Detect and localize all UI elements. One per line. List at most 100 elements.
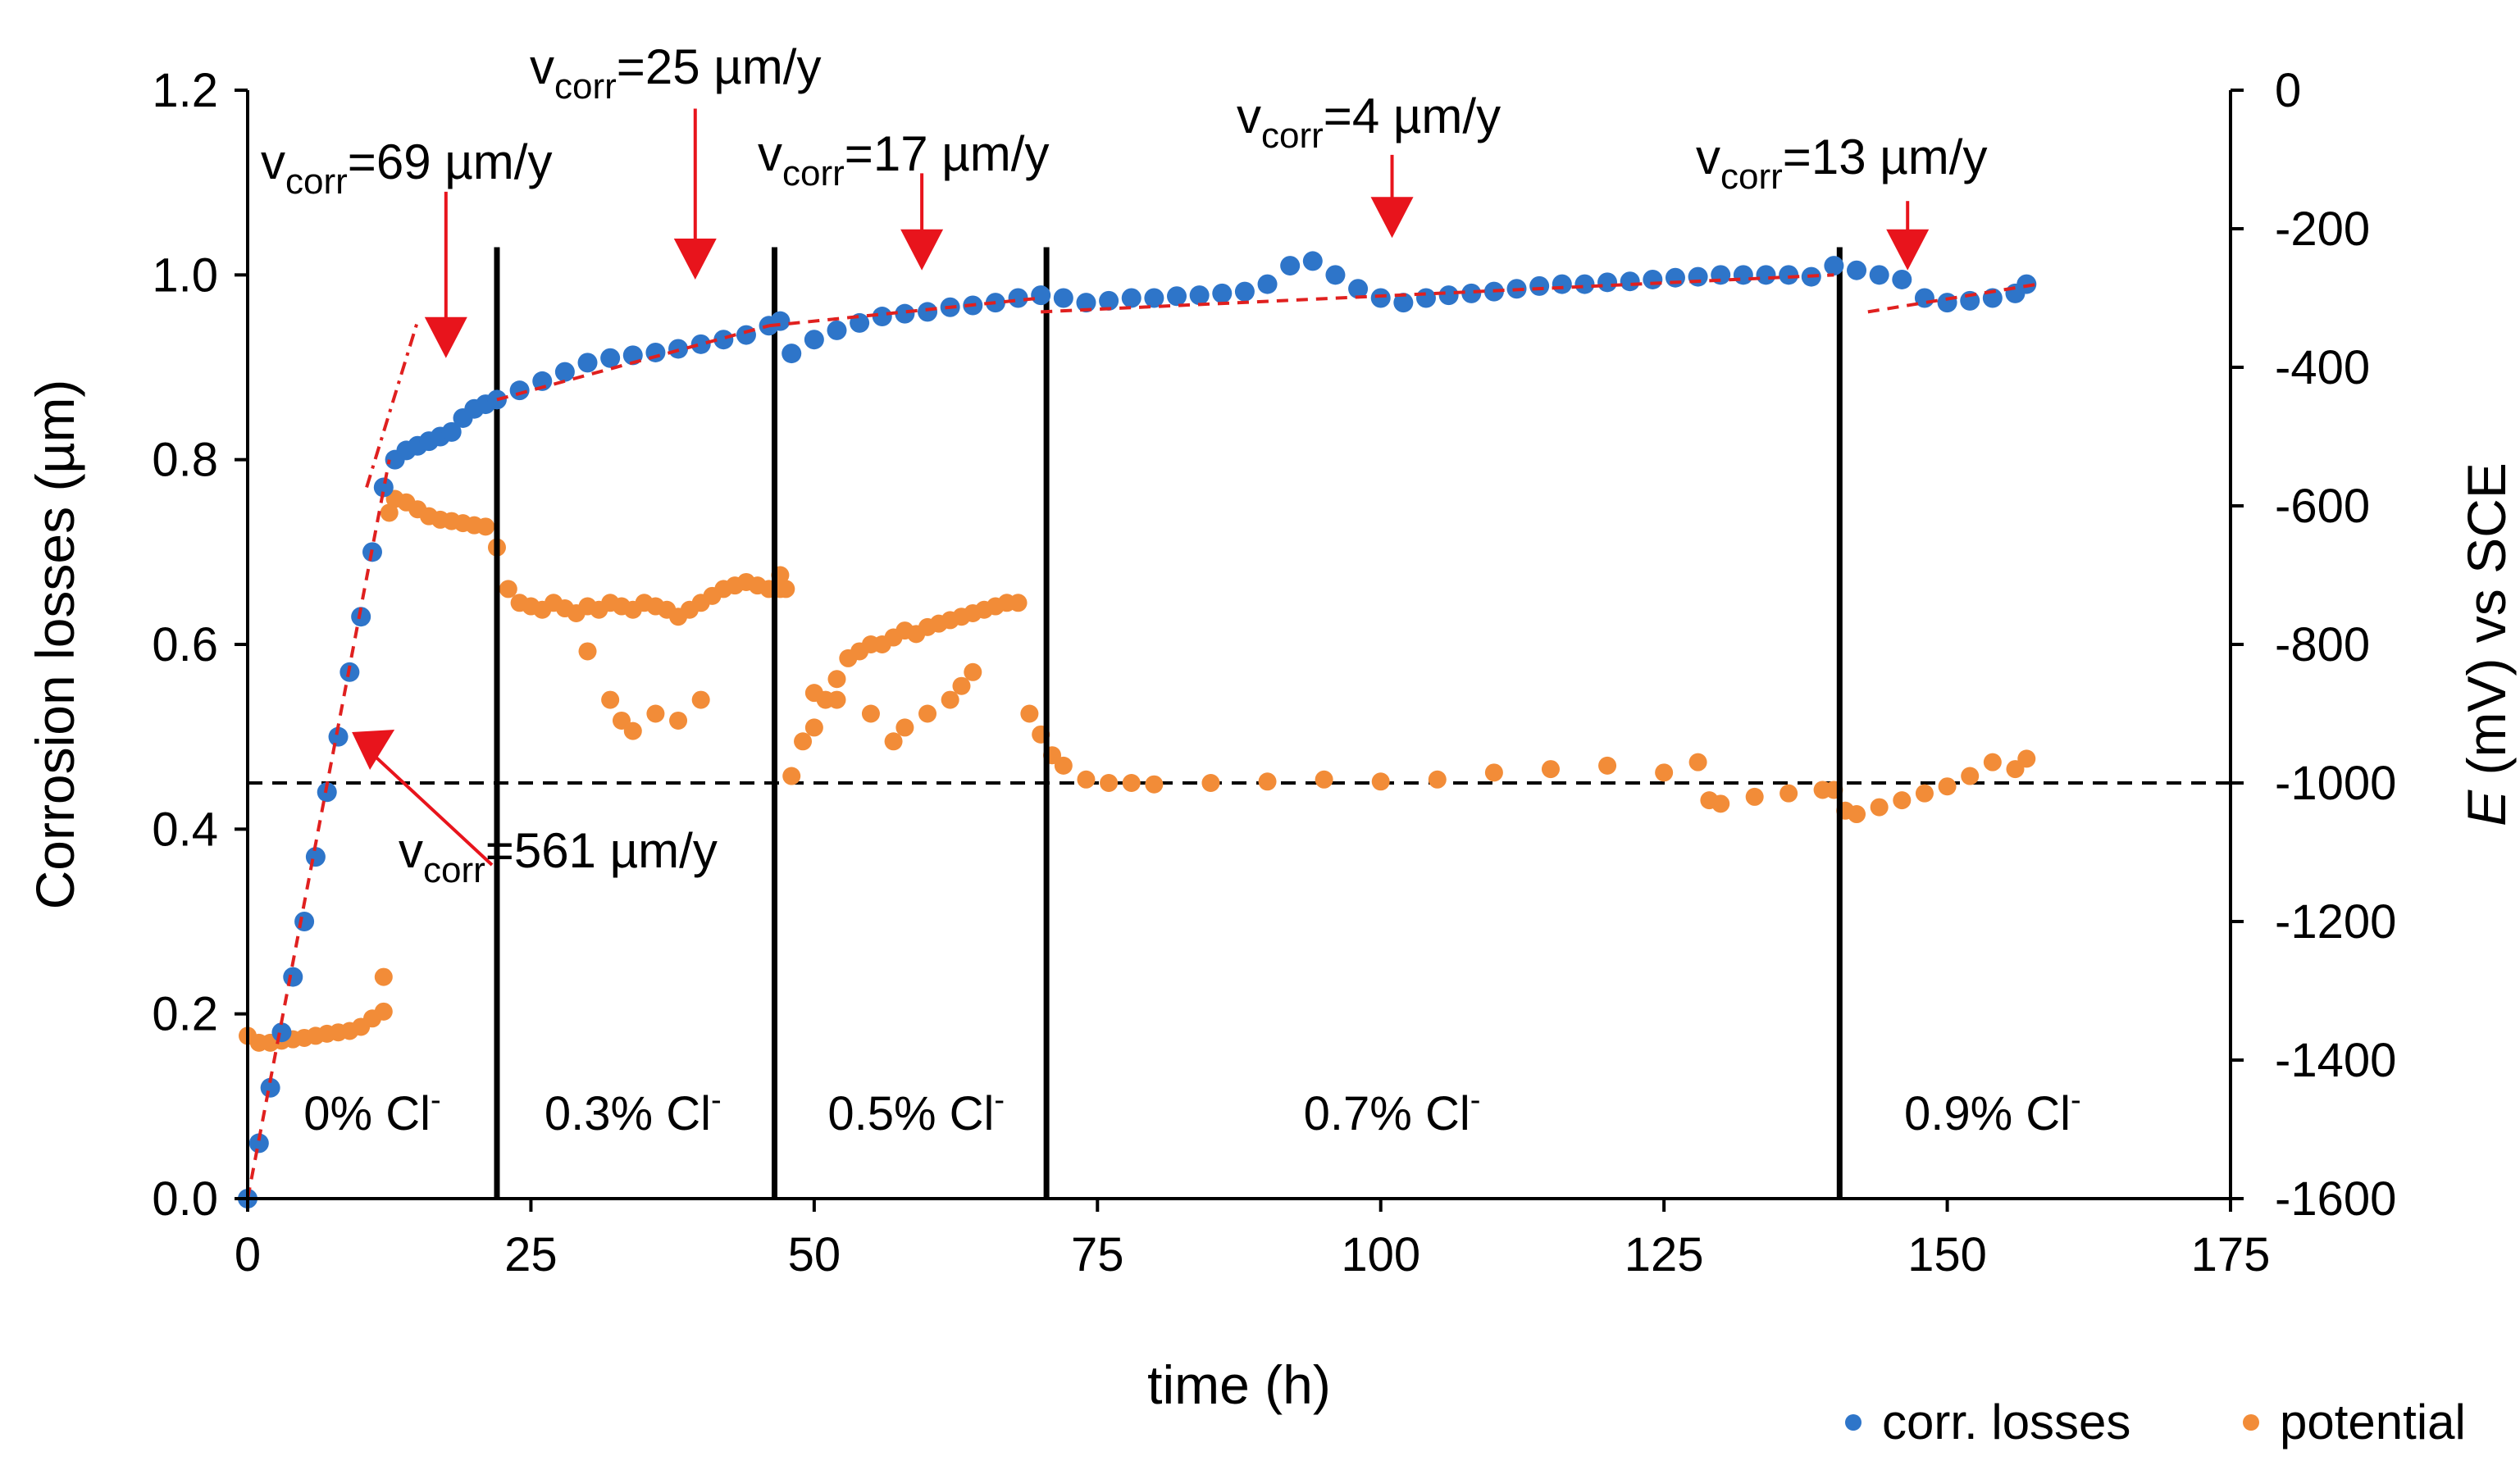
region-label: 0.7% Cl- [1304, 1083, 1481, 1140]
y-tick-label: 1.0 [152, 248, 218, 302]
rate-arrow-head [673, 238, 717, 280]
potential-point [1258, 772, 1277, 791]
fit-line [1867, 282, 2039, 314]
rate-annotation-subscript: corr [782, 153, 845, 193]
potential-point [1779, 784, 1798, 803]
potential-point [1893, 791, 1912, 810]
fit-line [246, 459, 391, 1199]
potential-point [1315, 770, 1333, 789]
potential-point [1915, 784, 1934, 803]
potential-point [476, 517, 495, 536]
losses-point [1643, 269, 1663, 289]
losses-point [1031, 285, 1051, 306]
potential-point [623, 721, 642, 740]
y2-axis-title-text: (mV) vs SCE [2456, 462, 2517, 790]
losses-point [1892, 269, 1912, 289]
potential-point [1122, 774, 1141, 792]
losses-point [1574, 274, 1595, 294]
losses-point [1688, 266, 1708, 287]
potential-point [1745, 787, 1764, 806]
potential-point [374, 1002, 393, 1021]
potential-point [374, 967, 393, 986]
y-tick-label: 0.4 [152, 803, 218, 856]
region-label: 0.3% Cl- [545, 1083, 722, 1140]
y2-tick-label: -1600 [2275, 1172, 2396, 1226]
region-label-text: 0% Cl [303, 1087, 431, 1140]
losses-point [918, 302, 938, 322]
rate-annotation-symbol: v [1237, 89, 1261, 143]
losses-point [1597, 272, 1618, 293]
y2-axis-title-symbol: E [2456, 790, 2517, 826]
y2-tick-label: -1000 [2275, 757, 2396, 810]
x-tick-label: 100 [1341, 1228, 1420, 1281]
fit-line [1041, 273, 1834, 314]
x-tick-label: 75 [1071, 1228, 1124, 1281]
losses-point [1099, 290, 1119, 311]
region-label-text: 0.9% Cl [1904, 1087, 2071, 1140]
losses-point [1144, 288, 1164, 308]
rate-arrow-head [424, 316, 467, 358]
losses-point [1393, 293, 1414, 313]
rate-annotation: vcorr=17 µm/y [758, 126, 1049, 193]
potential-point [1938, 777, 1957, 796]
y-axis-title: Corrosion losses (µm) [25, 380, 85, 910]
potential-point [794, 732, 813, 751]
potential-point [804, 718, 823, 737]
rate-annotation-value: =25 µm/y [617, 39, 822, 94]
losses-point [1620, 271, 1640, 292]
losses-point [1280, 256, 1301, 276]
losses-point [1234, 281, 1255, 302]
potential-point [1848, 805, 1866, 824]
losses-point [441, 421, 462, 442]
losses-point [532, 371, 553, 391]
potential-point [1541, 760, 1560, 779]
losses-point [2016, 274, 2037, 294]
losses-point [1824, 256, 1844, 276]
losses-point [1461, 283, 1482, 303]
rate-arrow-head [900, 229, 944, 271]
region-label: 0.9% Cl- [1904, 1083, 2081, 1140]
x-tick-label: 150 [1907, 1228, 1987, 1281]
potential-point [1077, 770, 1096, 789]
losses-point [645, 342, 666, 362]
potential-point [1009, 594, 1028, 612]
x-axis-title: time (h) [1147, 1354, 1331, 1415]
potential-point [1655, 763, 1674, 782]
losses-point [1552, 274, 1572, 294]
rate-annotation-symbol: v [399, 823, 423, 878]
potential-point [499, 580, 517, 598]
region-label-text: 0.5% Cl [827, 1087, 994, 1140]
losses-point [1257, 274, 1278, 294]
losses-point [1756, 265, 1776, 285]
losses-point [1733, 265, 1753, 285]
potential-point [1054, 756, 1073, 775]
axes: 0 25 50 75 100 125 150 175 0.0 0.2 0.4 0.6 0.8 1.0 1.2… [25, 64, 2517, 1415]
y2-tick-label: -800 [2275, 618, 2370, 671]
potential-point [827, 670, 846, 689]
potential-point [601, 690, 620, 709]
potential-point [1428, 770, 1447, 789]
losses-point [600, 348, 621, 368]
rate-annotation-subscript: corr [285, 162, 348, 202]
losses-point [804, 330, 824, 350]
x-tick-label: 175 [2191, 1228, 2271, 1281]
potential-point [380, 503, 399, 522]
legend-marker-potential [2243, 1414, 2259, 1431]
x-tick-label: 25 [504, 1228, 558, 1281]
potential-point [895, 718, 914, 737]
losses-point [736, 325, 756, 345]
losses-point [283, 967, 303, 987]
legend-label-losses: corr. losses [1882, 1395, 2130, 1450]
rate-annotation: vcorr=561 µm/y [399, 823, 718, 890]
losses-point [271, 1022, 292, 1043]
y2-tick-label: -200 [2275, 203, 2370, 256]
region-label-superscript: - [431, 1083, 441, 1117]
losses-point [1189, 285, 1210, 306]
losses-point [1438, 285, 1459, 306]
losses-point [1665, 267, 1685, 288]
losses-point [373, 477, 394, 498]
potential-point [1688, 753, 1707, 771]
fit-line [768, 296, 1041, 328]
losses-point [1415, 288, 1436, 308]
losses-point [782, 344, 802, 364]
